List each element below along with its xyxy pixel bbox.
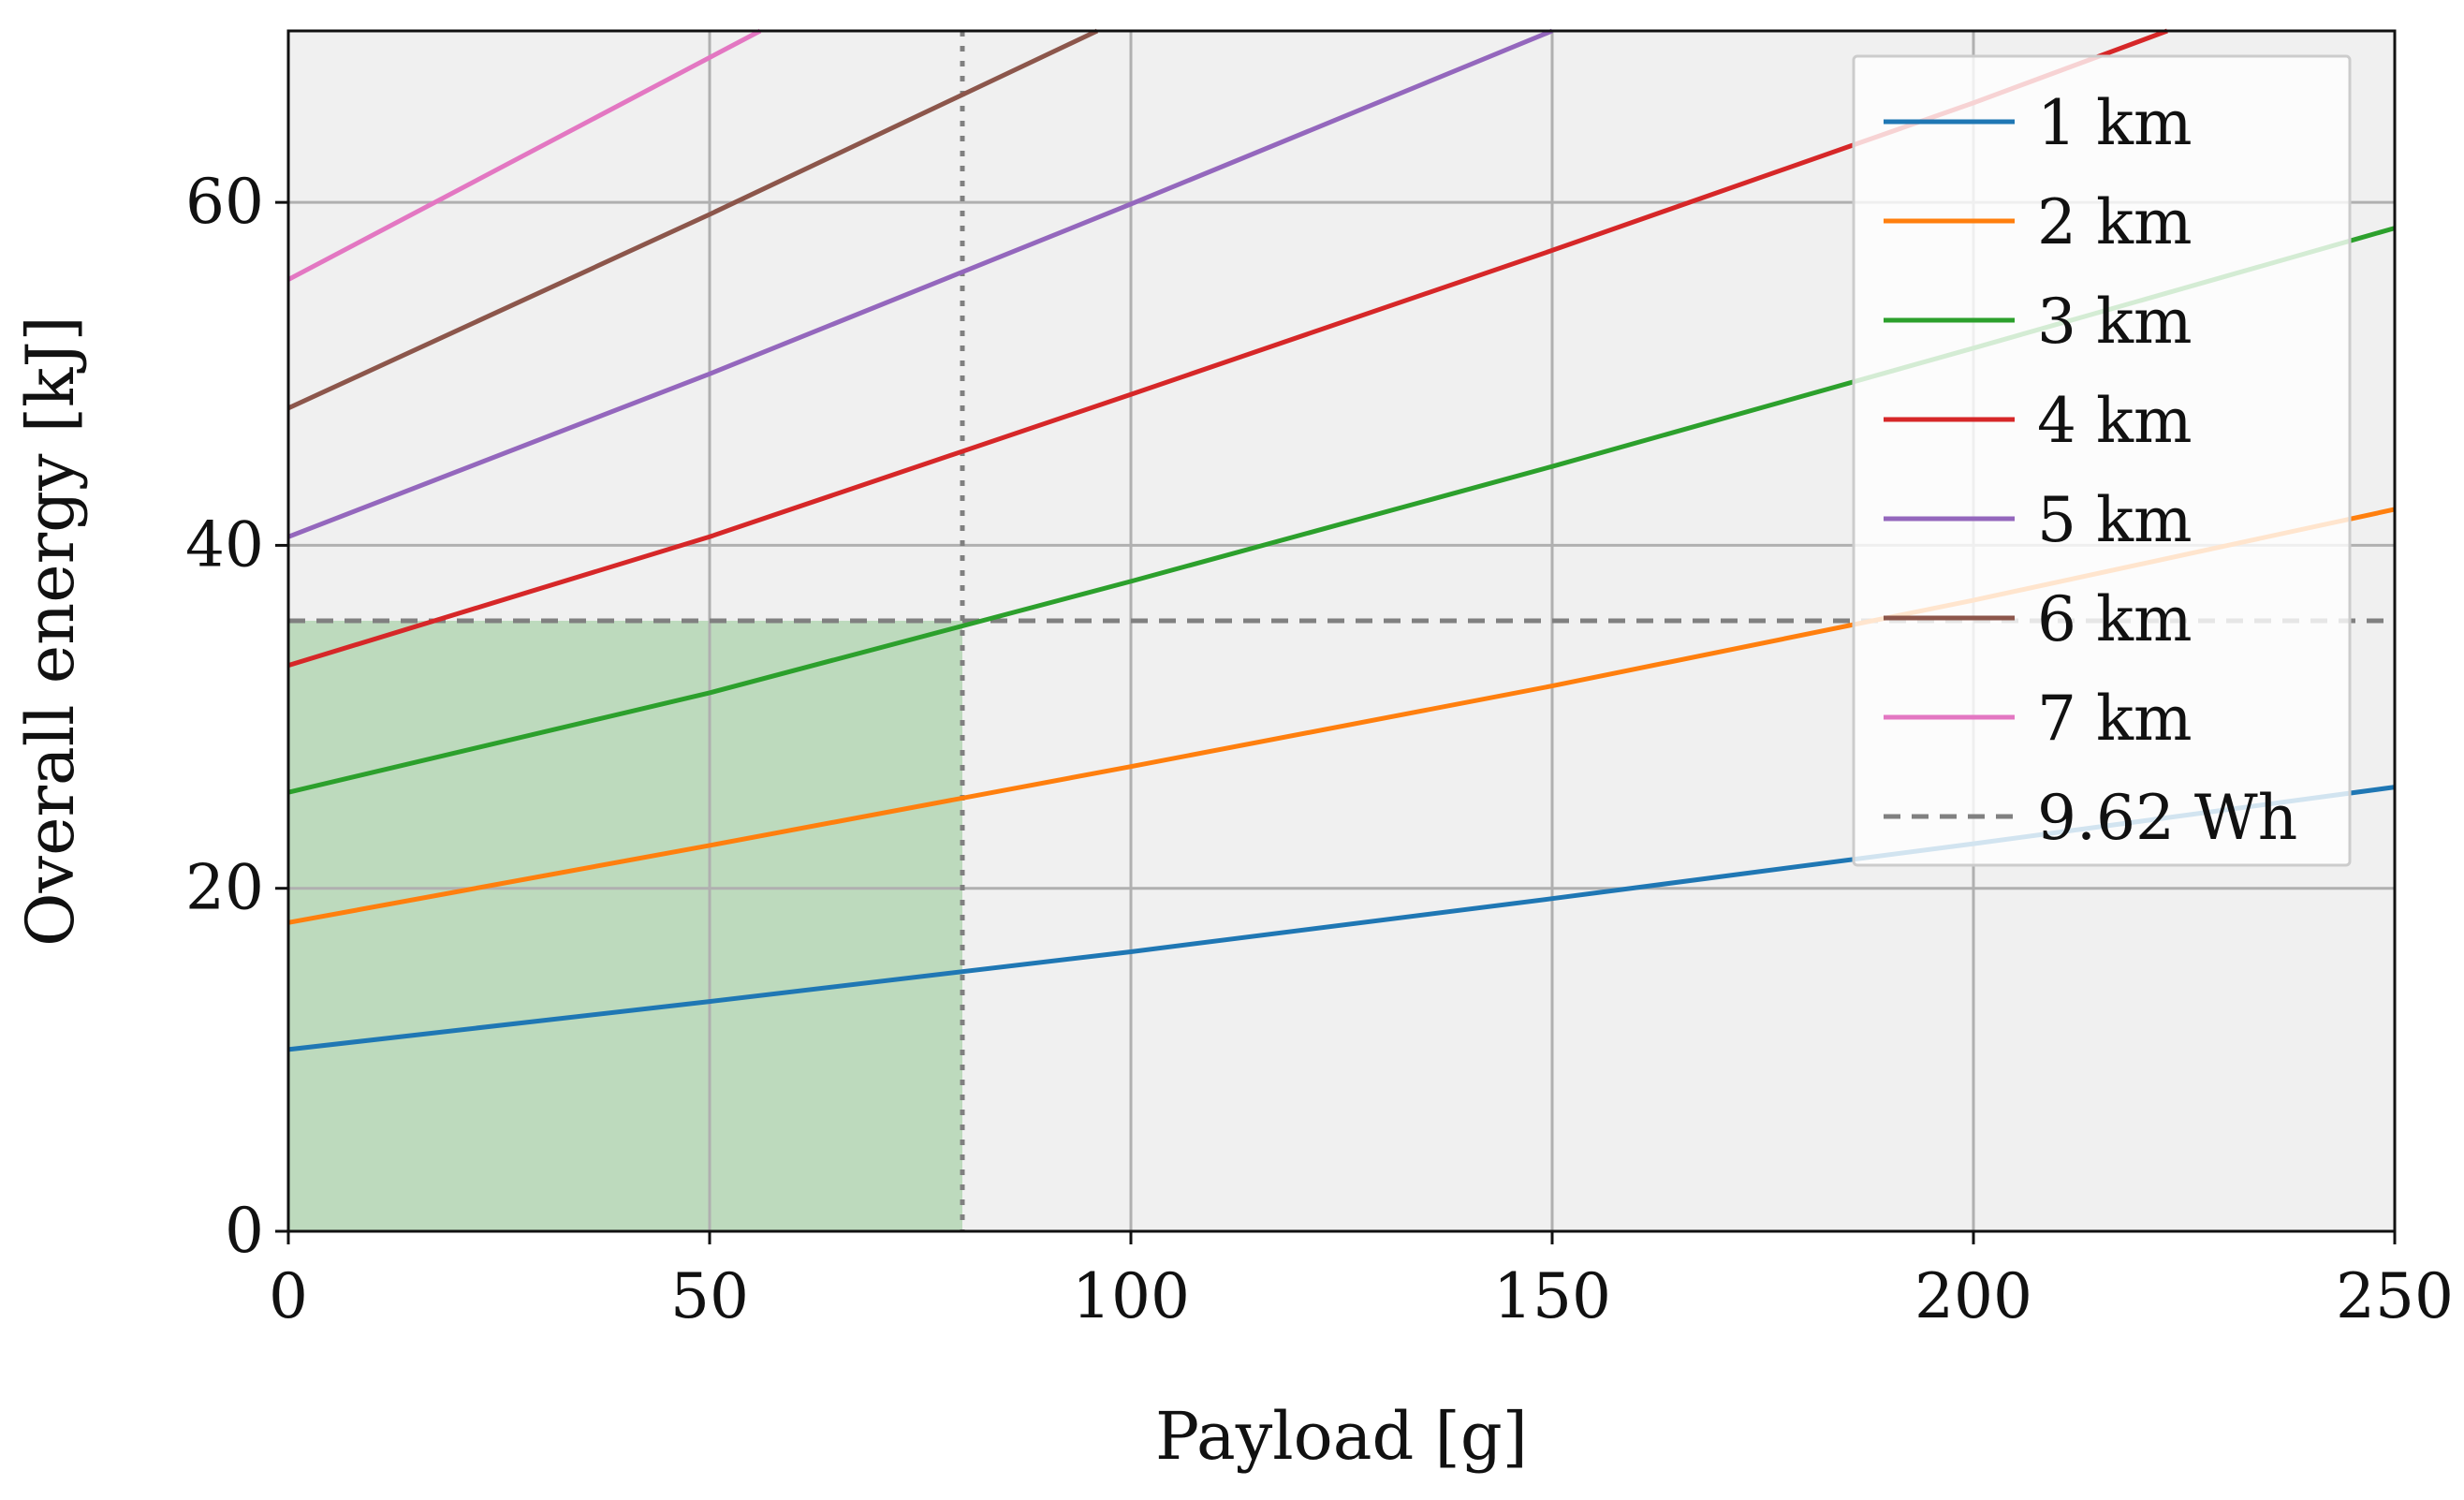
y-tick-label: 40	[185, 508, 264, 581]
legend-label: 2 km	[2037, 186, 2193, 258]
legend-box	[1852, 54, 2352, 867]
feasible-region	[288, 621, 962, 1231]
x-tick-label: 100	[1072, 1260, 1190, 1332]
x-ticks: 0 50 100 150 200 250	[269, 1231, 2454, 1332]
legend-label: 9.62 Wh	[2037, 782, 2297, 854]
x-tick-label: 150	[1493, 1260, 1611, 1332]
x-tick-label: 50	[670, 1260, 749, 1332]
legend-label: 3 km	[2037, 286, 2193, 358]
shade-layer	[288, 621, 962, 1231]
x-tick-label: 250	[2336, 1260, 2454, 1332]
x-tick-label: 200	[1914, 1260, 2032, 1332]
legend-label: 7 km	[2037, 683, 2193, 755]
legend-label: 1 km	[2037, 87, 2193, 159]
x-axis-label: Payload [g]	[1155, 1398, 1528, 1475]
series-line-5	[287, 28, 1553, 539]
legend-label: 4 km	[2037, 385, 2193, 457]
legend: 1 km 2 km 3 km 4 km 5 km 6 km 7 km 9.62 Wh	[1852, 54, 2352, 867]
y-axis-label: Overall energy [kJ]	[12, 316, 89, 947]
series-line-7	[286, 28, 762, 282]
legend-label: 6 km	[2037, 583, 2193, 655]
x-tick-label: 0	[269, 1260, 308, 1332]
y-tick-label: 20	[185, 852, 264, 924]
plot-frame	[286, 29, 2397, 1233]
y-ticks: 0 20 40 60	[185, 166, 288, 1267]
series-line-6	[286, 28, 1099, 411]
legend-label: 5 km	[2037, 484, 2193, 556]
y-tick-label: 0	[225, 1195, 264, 1267]
y-tick-label: 60	[185, 166, 264, 238]
